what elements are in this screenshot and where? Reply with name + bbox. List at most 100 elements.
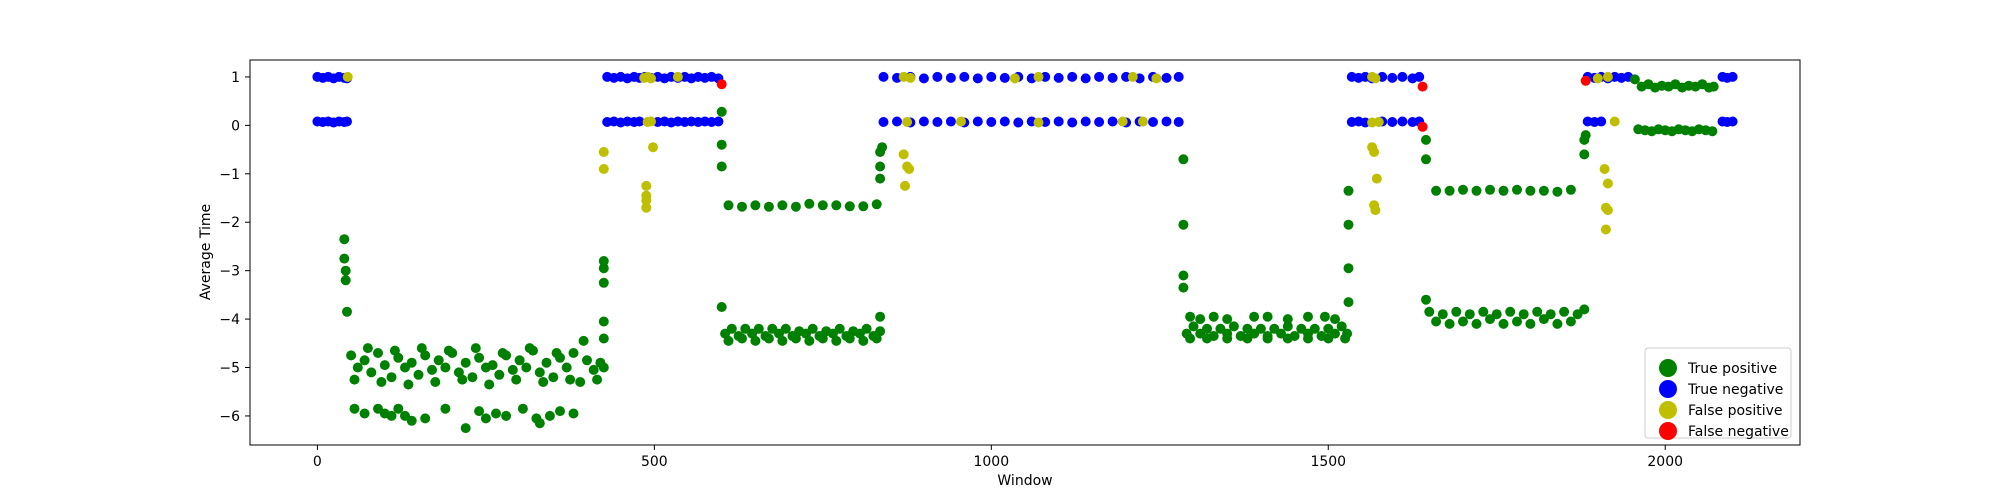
false-positive-point <box>1370 205 1381 216</box>
true-positive-point <box>359 355 370 366</box>
true-positive-point <box>750 335 761 346</box>
y-tick-label: 1 <box>231 70 240 86</box>
x-tick-label: 1500 <box>1310 454 1346 470</box>
true-positive-point <box>406 415 417 426</box>
true-positive-point <box>1512 184 1522 195</box>
false-positive-point <box>1033 71 1044 82</box>
true-positive-point <box>534 367 545 378</box>
true-positive-point <box>1421 154 1431 165</box>
true-positive-point <box>1471 185 1482 196</box>
true-negative-point <box>1387 117 1398 127</box>
true-negative-point <box>1173 117 1184 127</box>
true-positive-point <box>403 379 414 390</box>
true-positive-point <box>1309 323 1320 334</box>
false-positive-point <box>898 149 909 160</box>
true-positive-point <box>777 200 788 211</box>
false-positive-point <box>1602 178 1613 189</box>
plot-frame <box>249 59 1801 446</box>
true-positive-point <box>831 200 842 211</box>
true-positive-point <box>416 343 427 354</box>
true-positive-point <box>352 362 363 373</box>
true-positive-point <box>501 410 512 421</box>
y-axis: 1 0 −1 −2 −3 −4 −5 −6 <box>219 70 250 425</box>
true-negative-point <box>972 73 983 84</box>
true-negative-point <box>634 116 645 127</box>
true-negative-point <box>986 71 997 82</box>
true-negative-point <box>1161 72 1172 83</box>
true-positive-point <box>1431 316 1442 327</box>
false-positive-point <box>1600 224 1611 235</box>
true-positive-point <box>1545 309 1556 320</box>
true-positive-point <box>430 377 441 387</box>
false-positive-point <box>904 164 915 174</box>
false-positive-point <box>956 116 966 127</box>
true-positive-point <box>484 379 495 390</box>
true-positive-point <box>737 333 747 344</box>
true-positive-point <box>1512 316 1522 327</box>
true-negative-point <box>1080 73 1091 84</box>
points-layer <box>312 71 1738 434</box>
true-positive-point <box>561 362 572 373</box>
true-positive-point <box>1323 333 1334 344</box>
true-positive-point <box>1195 314 1206 325</box>
true-negative-point <box>1094 117 1105 127</box>
false-positive-point <box>1151 73 1162 84</box>
y-tick-label: −2 <box>219 215 240 231</box>
true-positive-point <box>1178 154 1189 165</box>
true-positive-point <box>1580 130 1591 141</box>
true-positive-point <box>598 277 609 288</box>
x-tick-label: 500 <box>641 454 668 470</box>
true-positive-point <box>598 263 609 274</box>
legend-label-true-positive: True positive <box>1687 361 1777 377</box>
true-positive-point <box>474 406 485 417</box>
true-positive-point <box>1188 321 1199 332</box>
true-positive-point <box>1185 333 1196 344</box>
true-positive-point <box>1525 185 1536 196</box>
true-positive-point <box>723 200 734 211</box>
false-positive-point <box>342 71 353 82</box>
true-positive-point <box>349 403 360 414</box>
true-positive-point <box>440 403 451 414</box>
true-positive-point <box>858 335 869 346</box>
true-positive-point <box>780 323 791 334</box>
true-positive-point <box>753 323 764 334</box>
true-positive-point <box>487 360 498 371</box>
true-positive-point <box>1471 318 1482 329</box>
true-positive-point <box>541 357 552 368</box>
true-positive-point <box>1330 314 1340 325</box>
true-positive-point <box>1319 311 1330 322</box>
true-positive-point <box>1282 321 1293 332</box>
true-negative-point <box>1080 116 1091 127</box>
y-axis-label: Average Time <box>198 204 214 300</box>
true-positive-point <box>1579 304 1590 315</box>
false-positive-point <box>641 195 652 206</box>
true-negative-point <box>1053 116 1064 127</box>
true-positive-point <box>1505 306 1516 317</box>
true-positive-point <box>1343 263 1354 274</box>
true-negative-point <box>1148 117 1158 127</box>
true-positive-point <box>1262 333 1273 344</box>
true-positive-point <box>507 364 518 375</box>
false-negative-point <box>1417 81 1428 92</box>
true-positive-point <box>804 198 815 209</box>
true-positive-point <box>871 199 882 210</box>
true-positive-point <box>716 139 727 150</box>
true-positive-point <box>1552 186 1563 197</box>
x-tick-label: 0 <box>313 454 322 470</box>
true-positive-point <box>1202 323 1212 334</box>
true-positive-point <box>1431 185 1442 196</box>
false-positive-point <box>1370 73 1381 84</box>
true-positive-point <box>598 362 609 373</box>
true-positive-point <box>457 374 468 385</box>
true-positive-point <box>1185 311 1196 322</box>
true-positive-point <box>1421 134 1431 145</box>
false-positive-point <box>641 202 652 213</box>
true-positive-point <box>514 355 525 366</box>
true-positive-point <box>831 335 842 346</box>
false-positive-point <box>641 180 652 191</box>
true-positive-point <box>521 362 532 373</box>
true-positive-point <box>877 142 888 153</box>
true-positive-point <box>1458 184 1468 195</box>
true-positive-point <box>1303 333 1313 344</box>
